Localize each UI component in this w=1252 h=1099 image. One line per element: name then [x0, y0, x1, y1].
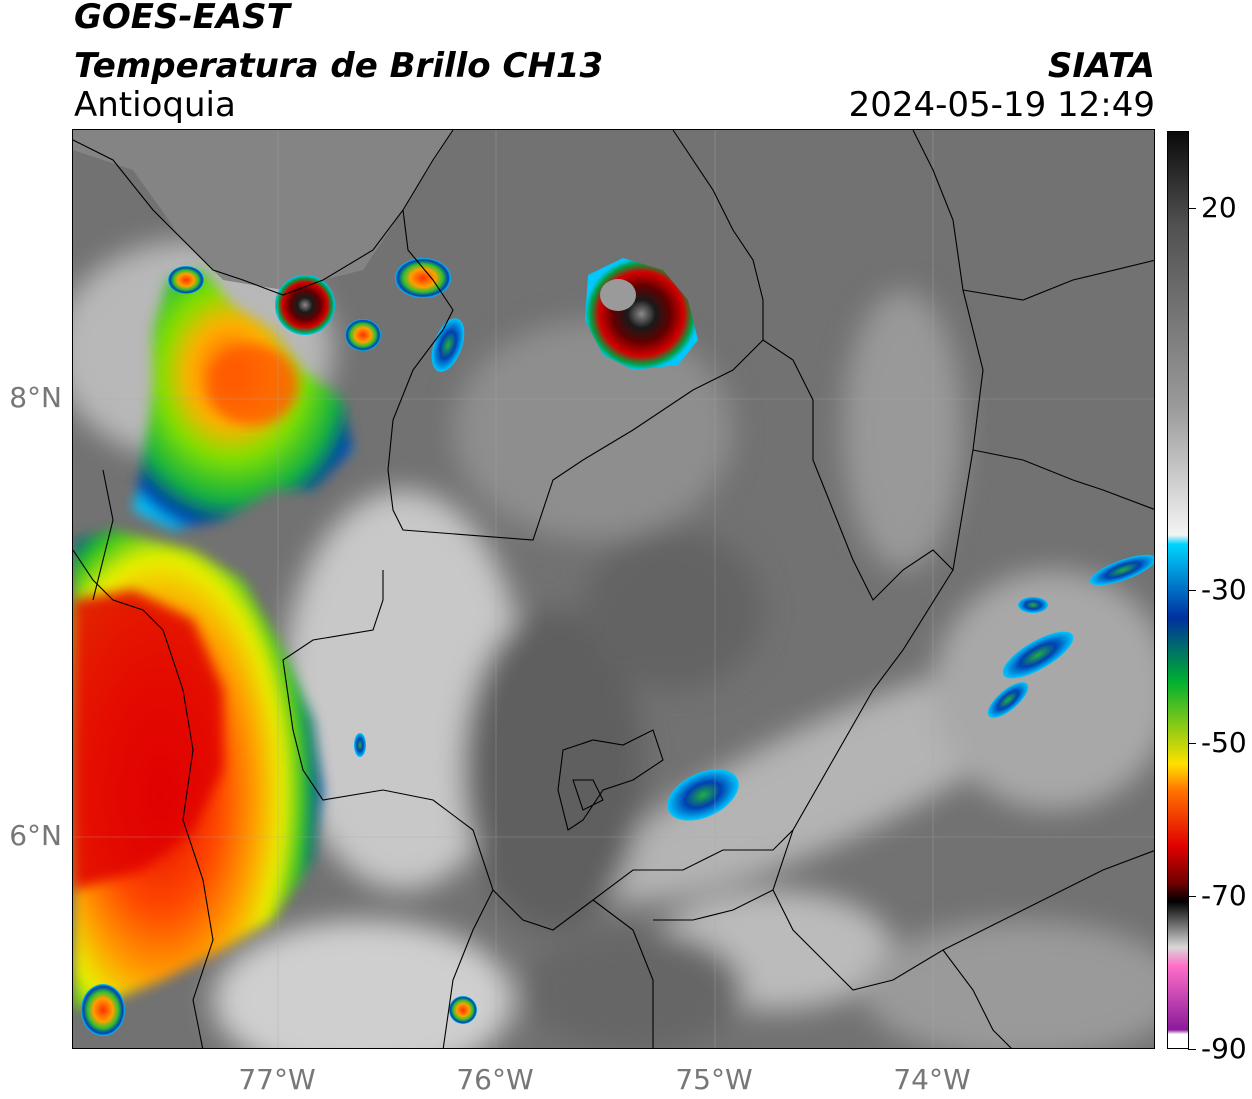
- lon-label-77w: 77°W: [238, 1063, 316, 1096]
- storm-cells-central: [81, 733, 739, 1036]
- region-label: Antioquia: [74, 85, 236, 125]
- temperature-colorbar: [1167, 131, 1189, 1049]
- storm-cell-coast: [275, 258, 465, 372]
- storm-northwest: [133, 266, 353, 530]
- colorbar-tick-label: -90: [1201, 1032, 1247, 1065]
- satellite-map[interactable]: [72, 129, 1155, 1049]
- product-title: Temperatura de Brillo CH13: [74, 46, 604, 86]
- colorbar-tick-label: 20: [1201, 191, 1237, 224]
- graticule: [73, 130, 1154, 1048]
- colorbar-tick: [1188, 896, 1196, 897]
- colorbar-tick-label: -70: [1201, 879, 1247, 912]
- colorbar-tick: [1188, 743, 1196, 744]
- satellite-title: GOES-EAST: [74, 0, 290, 37]
- lat-label-8n: 8°N: [9, 381, 62, 414]
- organization-label: SIATA: [1047, 46, 1155, 86]
- lon-label-76w: 76°W: [456, 1063, 534, 1096]
- colorbar-tick: [1188, 1049, 1196, 1050]
- map-canvas: [73, 130, 1154, 1048]
- datetime-label: 2024-05-19 12:49: [848, 85, 1155, 125]
- storm-west: [73, 530, 323, 1010]
- lat-label-6n: 6°N: [9, 819, 62, 852]
- colorbar-tick-label: -50: [1201, 726, 1247, 759]
- colorbar-tick-label: -30: [1201, 573, 1247, 606]
- storm-band-east: [987, 554, 1154, 718]
- cloud-texture: [73, 240, 1154, 1048]
- boundaries: [73, 130, 1154, 1048]
- lon-label-74w: 74°W: [893, 1063, 971, 1096]
- storm-cell-deep: [585, 258, 698, 370]
- colorbar-tick: [1188, 590, 1196, 591]
- colorbar-tick: [1188, 208, 1196, 209]
- lon-label-75w: 75°W: [675, 1063, 753, 1096]
